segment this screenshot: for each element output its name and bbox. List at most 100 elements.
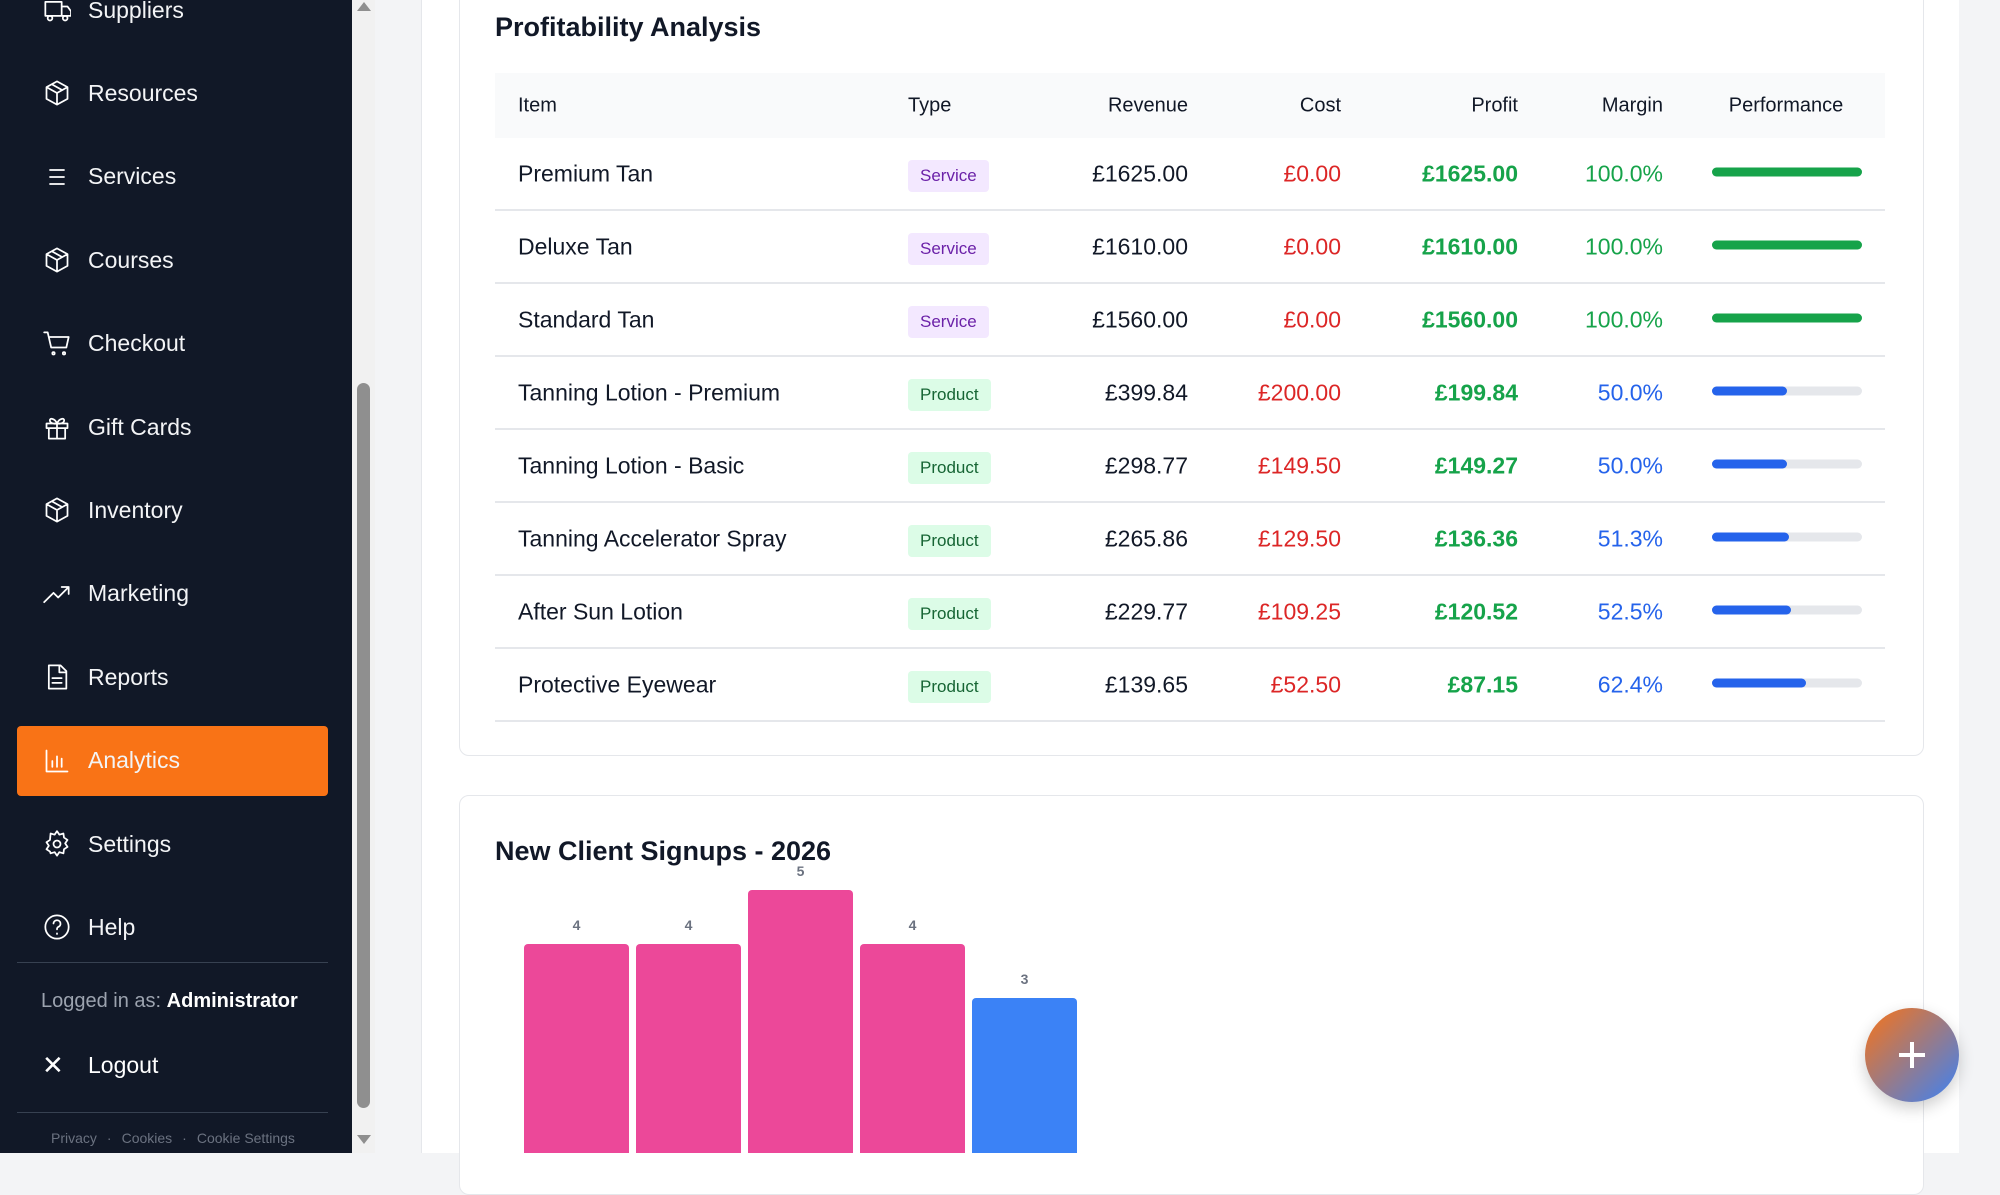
item-name: Tanning Accelerator Spray <box>518 525 787 552</box>
profit-value: £87.15 <box>1447 671 1518 698</box>
type-badge: Service <box>908 160 989 192</box>
signups-bar-chart: 4 4 5 4 3 <box>524 863 1077 1153</box>
sidebar-item-marketing[interactable]: Marketing <box>17 559 328 629</box>
close-icon: ✕ <box>42 1049 64 1080</box>
performance-bar-fill <box>1712 459 1787 469</box>
sidebar-item-label: Suppliers <box>88 0 184 23</box>
revenue-value: £265.86 <box>1104 525 1188 552</box>
profit-value: £1625.00 <box>1422 160 1518 187</box>
user-name: Administrator <box>166 990 298 1012</box>
margin-value: 100.0% <box>1584 160 1663 187</box>
profit-value: £120.52 <box>1434 598 1518 625</box>
sidebar-item-reports[interactable]: Reports <box>17 642 328 712</box>
sidebar-scrollbar[interactable] <box>352 0 375 1153</box>
column-header-item: Item <box>518 94 557 117</box>
logged-in-info: Logged in as: Administrator <box>41 990 298 1013</box>
item-name: Deluxe Tan <box>518 233 633 260</box>
scroll-down-arrow[interactable] <box>357 1135 371 1144</box>
bar-value-label: 4 <box>685 917 693 933</box>
margin-value: 62.4% <box>1597 671 1663 698</box>
margin-value: 50.0% <box>1597 452 1663 479</box>
performance-bar <box>1712 678 1862 688</box>
add-fab-button[interactable] <box>1865 1008 1959 1102</box>
margin-value: 50.0% <box>1597 379 1663 406</box>
table-row <box>495 649 1885 722</box>
sidebar-item-courses[interactable]: Courses <box>17 225 328 295</box>
list-icon <box>42 162 72 192</box>
bar-value-label: 5 <box>797 863 805 879</box>
column-header-type: Type <box>908 94 952 117</box>
cart-icon <box>42 329 72 359</box>
box-icon <box>42 245 72 275</box>
type-badge: Product <box>908 379 991 411</box>
item-name: Protective Eyewear <box>518 671 717 698</box>
sidebar-item-label: Resources <box>88 79 198 106</box>
cookies-link[interactable]: Cookies <box>121 1130 173 1146</box>
performance-bar <box>1712 167 1862 177</box>
revenue-value: £229.77 <box>1104 598 1188 625</box>
sidebar-item-resources[interactable]: Resources <box>17 58 328 128</box>
bar[interactable] <box>636 944 741 1153</box>
bar[interactable] <box>524 944 629 1153</box>
trending-up-icon <box>42 579 72 609</box>
sidebar-item-services[interactable]: Services <box>17 142 328 212</box>
profit-value: £136.36 <box>1434 525 1518 552</box>
table-row <box>495 284 1885 357</box>
truck-icon <box>42 0 72 25</box>
sidebar-item-label: Gift Cards <box>88 413 192 440</box>
plus-icon <box>1899 1042 1925 1068</box>
table-row <box>495 576 1885 649</box>
revenue-value: £1625.00 <box>1092 160 1188 187</box>
performance-bar <box>1712 240 1862 250</box>
box-icon <box>42 78 72 108</box>
bar-value-label: 4 <box>909 917 917 933</box>
table-row <box>495 138 1885 211</box>
scrollbar-thumb[interactable] <box>357 383 370 1108</box>
sidebar-item-checkout[interactable]: Checkout <box>17 309 328 379</box>
sidebar-item-label: Marketing <box>88 580 189 607</box>
column-header-performance: Performance <box>1728 94 1844 117</box>
logout-button[interactable]: ✕ Logout <box>17 1040 328 1090</box>
sidebar-item-help[interactable]: Help <box>17 892 328 962</box>
cost-value: £0.00 <box>1283 306 1341 333</box>
column-header-revenue: Revenue <box>1107 94 1188 117</box>
performance-bar <box>1712 532 1862 542</box>
type-badge: Product <box>908 598 991 630</box>
sidebar-item-suppliers[interactable]: Suppliers <box>17 0 328 45</box>
performance-bar-fill <box>1712 313 1862 323</box>
sidebar-item-gift-cards[interactable]: Gift Cards <box>17 392 328 462</box>
sidebar-item-analytics[interactable]: Analytics <box>17 725 328 796</box>
sidebar-divider <box>17 962 328 963</box>
item-name: Premium Tan <box>518 160 654 187</box>
performance-bar-fill <box>1712 167 1862 177</box>
performance-bar <box>1712 459 1862 469</box>
cookie-settings-link[interactable]: Cookie Settings <box>196 1130 295 1146</box>
cost-value: £200.00 <box>1257 379 1341 406</box>
bar[interactable] <box>748 890 853 1153</box>
table-row <box>495 357 1885 430</box>
sidebar-item-inventory[interactable]: Inventory <box>17 475 328 545</box>
gift-icon <box>42 412 72 442</box>
performance-bar-fill <box>1712 386 1787 396</box>
bar[interactable] <box>860 944 965 1153</box>
file-icon <box>42 662 72 692</box>
sidebar-item-settings[interactable]: Settings <box>17 809 328 879</box>
performance-bar <box>1712 313 1862 323</box>
bar[interactable] <box>972 998 1077 1153</box>
sidebar-item-label: Checkout <box>88 330 186 357</box>
sidebar-item-label: Help <box>88 913 136 940</box>
profit-value: £199.84 <box>1434 379 1518 406</box>
column-header-profit: Profit <box>1471 94 1518 117</box>
revenue-value: £139.65 <box>1104 671 1188 698</box>
type-badge: Product <box>908 525 991 557</box>
performance-bar <box>1712 386 1862 396</box>
logout-label: Logout <box>88 1051 159 1078</box>
item-name: Tanning Lotion - Basic <box>518 452 745 479</box>
privacy-link[interactable]: Privacy <box>51 1130 97 1146</box>
type-badge: Service <box>908 306 989 338</box>
table-header <box>495 73 1885 138</box>
scroll-up-arrow[interactable] <box>357 2 371 11</box>
revenue-value: £1610.00 <box>1092 233 1188 260</box>
cost-value: £109.25 <box>1257 598 1341 625</box>
sidebar: Logged in as: Administrator ✕ Logout Pri… <box>0 0 352 1153</box>
